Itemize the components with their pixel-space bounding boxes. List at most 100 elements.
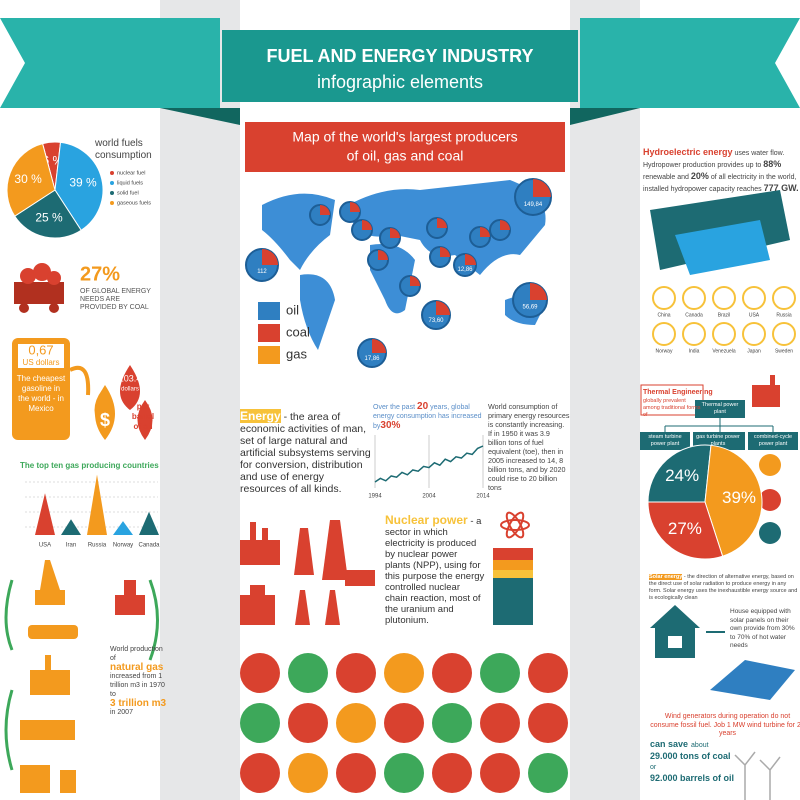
country-badge xyxy=(772,322,796,346)
text: OF GLOBAL ENERGY NEEDS ARE PROVIDED BY C… xyxy=(80,288,151,311)
country-badge xyxy=(652,322,676,346)
text: 30% xyxy=(380,420,401,431)
label: Iran xyxy=(66,543,76,549)
icon xyxy=(528,703,568,743)
map-bubble-part xyxy=(437,218,447,228)
label: nuclear fuel xyxy=(117,170,145,176)
icon xyxy=(480,753,520,793)
pie-slice xyxy=(6,143,56,217)
label: 2014 xyxy=(476,494,490,500)
text: uses water flow. Hydropower production p… xyxy=(643,150,785,169)
text: Thermal power plant xyxy=(701,402,739,415)
pie-slice xyxy=(14,189,82,239)
map-bubble-part xyxy=(465,254,476,265)
label: Japan xyxy=(747,348,761,354)
icon xyxy=(288,703,328,743)
hydro-text: Hydroelectric energy uses water flow. Hy… xyxy=(643,147,800,195)
label: 149,84 xyxy=(524,202,543,208)
label: India xyxy=(689,348,700,354)
icon xyxy=(528,653,568,693)
country-badge xyxy=(712,286,736,310)
house-text: House equipped with solar panels on thei… xyxy=(730,608,798,651)
icon xyxy=(432,703,472,743)
text: Hydroelectric energy xyxy=(643,147,733,157)
nuclear-text: Nuclear power - a sector in which electr… xyxy=(385,513,485,626)
text: - a sector in which electricity is produ… xyxy=(385,516,485,626)
legend-dot xyxy=(110,171,114,175)
text: of all electricity in the world, install… xyxy=(643,174,797,193)
text: The cheapest gasoline in the world - in … xyxy=(16,374,66,413)
text: years, global energy consumption has inc… xyxy=(373,404,482,430)
label: 39% xyxy=(722,488,756,507)
icon xyxy=(384,753,424,793)
plant-type: steam turbine power plant xyxy=(641,434,689,448)
text: gas turbine power plants xyxy=(696,434,740,447)
pie-slice xyxy=(647,501,724,560)
growth-text: Over the past 20 years, global energy cons… xyxy=(373,402,485,431)
label: Venezuela xyxy=(712,348,736,354)
text: - the direction of alternative energy, b… xyxy=(649,574,798,601)
wind-text: Wind generators during operation do not … xyxy=(650,713,800,784)
text: per barrel of oil xyxy=(131,402,155,431)
solar-text: Solar energy - the direction of alternat… xyxy=(649,574,799,602)
icon xyxy=(432,753,472,793)
text: House equipped with solar panels on thei… xyxy=(730,608,795,649)
label: oil xyxy=(286,302,299,317)
text: Solar energy xyxy=(649,574,683,580)
map-bubble-part xyxy=(262,249,278,265)
text: 20 xyxy=(417,401,429,412)
plant: Thermal power plant xyxy=(697,402,743,416)
map-bubble-part xyxy=(480,227,490,237)
label: Russia xyxy=(88,543,107,549)
text: Nuclear power xyxy=(385,513,468,527)
map-bubble-part xyxy=(350,202,360,212)
label: Map of the world's largest producers xyxy=(292,129,517,145)
text: 29.000 tons of coal xyxy=(650,750,731,761)
pie-slice xyxy=(704,444,763,557)
label: 56,69 xyxy=(522,304,538,310)
icon xyxy=(480,653,520,693)
label: 24% xyxy=(665,466,699,485)
legend-swatch xyxy=(258,302,280,320)
map-bubble-part xyxy=(440,247,450,257)
label: USA xyxy=(39,543,51,549)
country-badge xyxy=(652,286,676,310)
text: natural gas xyxy=(110,662,164,673)
icon xyxy=(384,703,424,743)
text: combined-cycle power plant xyxy=(753,434,793,447)
consumption-text: World consumption of primary energy reso… xyxy=(488,402,570,492)
icon xyxy=(240,653,280,693)
label: Brazil xyxy=(718,312,731,318)
label: Canada xyxy=(685,312,703,318)
label: Sweden xyxy=(775,348,793,354)
label: solid fuel xyxy=(117,190,139,196)
text: 20% xyxy=(690,171,709,181)
country-badge xyxy=(712,322,736,346)
country-badge xyxy=(682,322,706,346)
icon xyxy=(432,653,472,693)
country-badge xyxy=(772,286,796,310)
country-badge xyxy=(682,286,706,310)
text: World production of xyxy=(110,646,163,662)
text: can save xyxy=(650,738,689,749)
oil-text: per barrel of oil xyxy=(128,402,158,432)
coal-text: OF GLOBAL ENERGY NEEDS ARE PROVIDED BY C… xyxy=(80,288,155,312)
pie-slice xyxy=(647,444,712,503)
label: 12,86 xyxy=(457,267,473,273)
text: or xyxy=(650,763,657,771)
legend-dot xyxy=(110,201,114,205)
label: 0,67 xyxy=(28,342,53,357)
icon xyxy=(480,703,520,743)
bar xyxy=(61,519,81,535)
icon xyxy=(528,753,568,793)
map-bubble-part xyxy=(362,220,372,230)
bar xyxy=(113,521,133,535)
label: 112 xyxy=(257,269,267,275)
label: coal xyxy=(286,324,310,339)
icon xyxy=(240,703,280,743)
icon xyxy=(336,653,376,693)
bar xyxy=(35,493,55,535)
map-bubble-part xyxy=(533,179,551,197)
label: US dollars xyxy=(23,358,60,367)
